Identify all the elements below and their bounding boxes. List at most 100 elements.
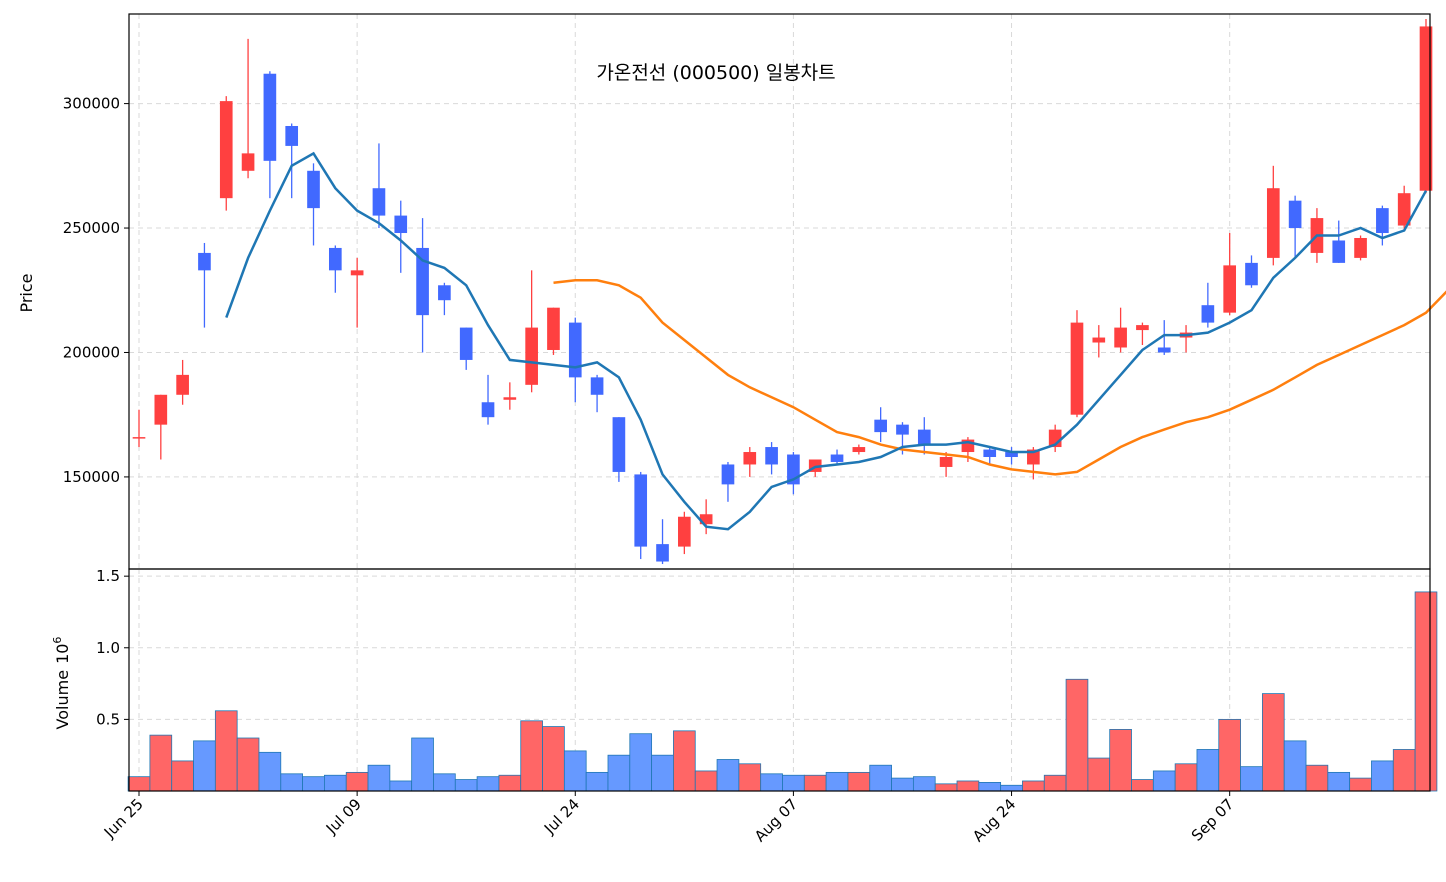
volume-bar (563, 750, 587, 792)
candle-body (481, 402, 495, 418)
candle-body (547, 307, 560, 350)
volume-bar (520, 720, 543, 792)
candle-body (459, 327, 473, 360)
chart-title: 가온전선 (000500) 일봉차트 (596, 62, 835, 84)
volume-axis-exponent: 6 (51, 637, 64, 644)
volume-y-tick-label: 0.5 (96, 710, 120, 728)
volume-bar (1349, 777, 1372, 792)
volume-bar (716, 759, 740, 792)
candle-body (198, 252, 211, 271)
candle-body (1136, 325, 1149, 331)
candle-body (350, 270, 364, 276)
candle-body (939, 457, 953, 467)
volume-bar (694, 770, 718, 792)
candle-body (612, 417, 626, 472)
candle-body (176, 374, 189, 395)
volume-bar (891, 777, 914, 792)
price-y-axis-label: Price (17, 273, 36, 312)
volume-bar (956, 780, 980, 792)
candle-body (132, 437, 146, 439)
volume-y-tick-label: 1.0 (96, 639, 120, 657)
candle-body (917, 429, 931, 445)
candle-body (1354, 237, 1367, 258)
candle-body (219, 101, 233, 199)
candle-body (1266, 188, 1280, 258)
volume-bar (1414, 591, 1438, 792)
volume-bar (1392, 749, 1416, 792)
candle-body (394, 215, 408, 234)
volume-panel: 0.5 1.0 1.5 Volume 106 Jun 25 Jul 09 Jul 24 Au… (51, 567, 1438, 845)
x-tick-label: Jun 25 (100, 795, 147, 842)
price-y-tick-label: 300000 (63, 95, 120, 113)
price-y-tick-label: 250000 (63, 219, 120, 237)
candle-body (983, 449, 997, 458)
volume-bar (1174, 763, 1198, 792)
price-gridlines (129, 14, 1430, 569)
volume-bar (302, 776, 325, 792)
volume-plot-frame (128, 568, 1431, 792)
volume-bar (389, 780, 413, 792)
candle-body (307, 170, 320, 209)
x-tick-label: Aug 07 (751, 795, 801, 845)
candle-body (1223, 265, 1237, 313)
volume-bar (738, 763, 762, 792)
volume-bar (934, 783, 958, 792)
volume-bar (1022, 780, 1045, 792)
candle-body (1288, 200, 1302, 229)
volume-bar (803, 774, 827, 792)
candle-body (1376, 208, 1389, 234)
volume-bar (324, 774, 347, 792)
x-tick-label: Sep 07 (1188, 795, 1238, 845)
volume-bar (1371, 760, 1394, 792)
candle-body (634, 474, 648, 547)
volume-bar (411, 737, 434, 792)
candle-body (896, 424, 909, 435)
volume-bar (1000, 784, 1023, 792)
volume-gridlines (129, 569, 1430, 791)
volume-bar (978, 782, 1002, 792)
volume-bar (454, 779, 478, 792)
candle-body (1027, 449, 1040, 465)
candle-body (874, 419, 887, 433)
volume-bar (149, 734, 173, 792)
candle-body (656, 544, 669, 562)
candle-body (678, 516, 691, 547)
volume-bar (193, 740, 216, 792)
volume-bar (127, 776, 151, 792)
volume-bar (236, 737, 260, 792)
volume-y-ticks: 0.5 1.0 1.5 (96, 567, 129, 728)
candle-body (765, 447, 778, 465)
candle-body (1070, 322, 1084, 415)
volume-bar (542, 726, 565, 792)
volume-axis-label-text: Volume (53, 670, 72, 730)
volume-bar (1131, 779, 1154, 792)
volume-bar (673, 730, 696, 792)
candle-body (1005, 452, 1018, 458)
x-tick-label: Jul 24 (540, 795, 583, 838)
volume-bar (171, 760, 194, 792)
candle-body (1245, 262, 1258, 286)
volume-bar (214, 710, 238, 792)
candle-body (416, 247, 429, 316)
candle-body (1397, 193, 1411, 226)
moving-average-short-line (225, 151, 1428, 531)
candle-body (1114, 327, 1127, 348)
candle-body (1332, 240, 1346, 263)
volume-bar (476, 776, 500, 792)
volume-bar (1305, 764, 1329, 792)
volume-bar (847, 771, 871, 792)
candle-body (241, 153, 255, 171)
volume-bar (345, 771, 369, 792)
candle-body (590, 377, 604, 395)
volume-bar (760, 773, 783, 792)
volume-bar (1087, 757, 1111, 792)
candle-body (503, 397, 517, 400)
candle-body (699, 514, 713, 525)
volume-bar (825, 771, 849, 792)
volume-bars (127, 591, 1438, 792)
candle-body (285, 125, 299, 146)
x-axis-date-ticks: Jun 25 Jul 09 Jul 24 Aug 07 Aug 24 Sep 07 (100, 791, 1238, 845)
candle-body (743, 452, 757, 465)
candle-body (1092, 337, 1106, 343)
volume-axis-exponent-base: 10 (53, 644, 72, 664)
